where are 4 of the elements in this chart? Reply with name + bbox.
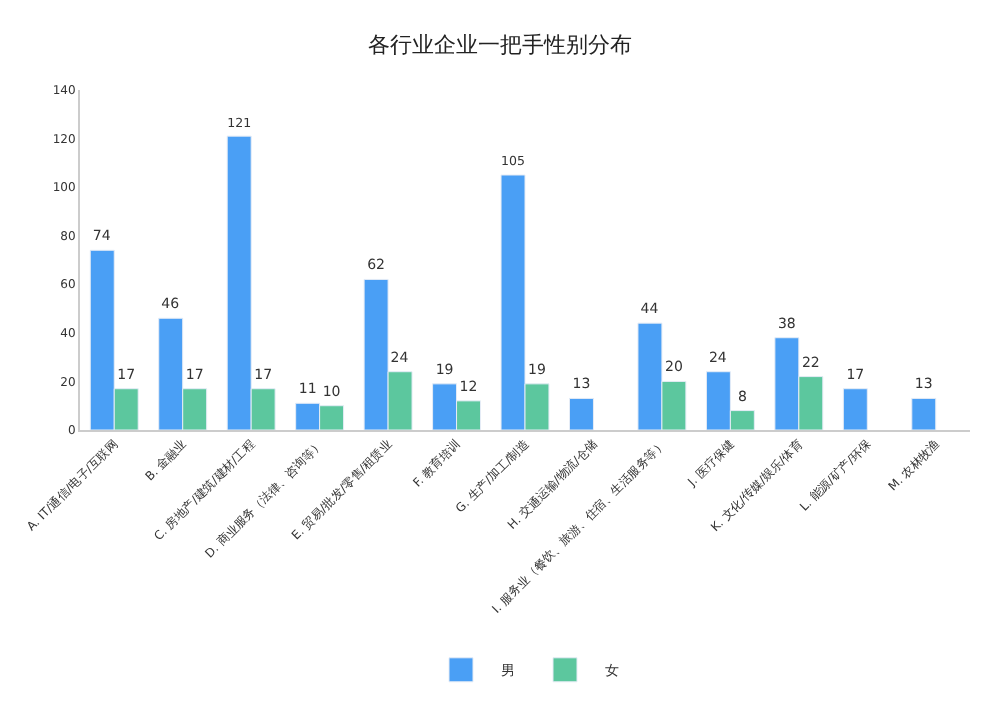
chart-title: 各行业企业一把手性别分布 xyxy=(368,31,632,58)
bar xyxy=(842,388,868,430)
bar xyxy=(569,397,594,430)
bar xyxy=(911,397,937,430)
